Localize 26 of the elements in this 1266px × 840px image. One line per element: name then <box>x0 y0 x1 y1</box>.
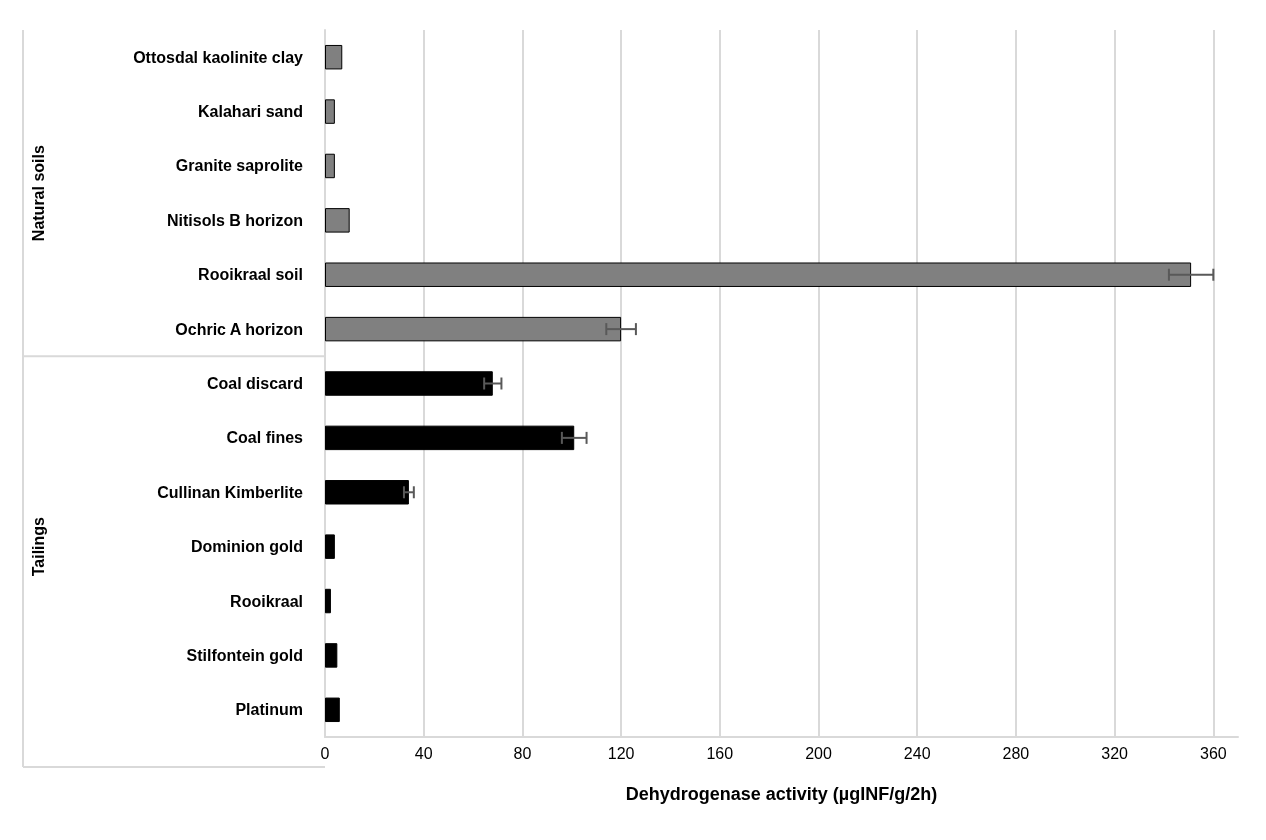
y-tick-label: Coal fines <box>226 429 304 447</box>
y-tick-label: Nitisols B horizon <box>167 211 303 229</box>
x-axis-title: Dehydrogenase activity (µgINF/g/2h) <box>625 784 938 804</box>
y-tick-label: Coal discard <box>206 375 303 392</box>
y-tick-label: Dominion gold <box>191 538 303 556</box>
y-tick-label: Granite saprolite <box>175 157 304 175</box>
x-tick-label: 280 <box>1002 744 1030 762</box>
y-tick-label: Stilfontein gold <box>186 646 303 664</box>
x-tick-label: 320 <box>1101 744 1129 762</box>
x-tick-label: 0 <box>320 744 330 762</box>
y-tick-label: Rooikraal <box>230 592 303 610</box>
x-tick-label: 240 <box>903 744 931 762</box>
text: Natural soils <box>29 145 47 242</box>
y-tick-label: Rooikraal soil <box>198 266 303 284</box>
y-tick-label: Platinum <box>235 701 303 719</box>
text: Tailings <box>29 516 47 577</box>
y-tick-label: Ottosdal kaolinite clay <box>133 48 304 66</box>
x-tick-label: 200 <box>805 744 832 762</box>
x-tick-label: 40 <box>414 744 433 762</box>
y-tick-label: Cullinan Kimberlite <box>157 483 304 501</box>
x-tick-label: 80 <box>513 744 532 762</box>
x-tick-label: 360 <box>1199 744 1227 762</box>
y-tick-label: Kalahari sand <box>198 103 303 121</box>
x-tick-label: 160 <box>706 744 734 762</box>
y-tick-label: Ochric A horizon <box>175 320 303 338</box>
x-tick-label: 120 <box>607 744 635 762</box>
